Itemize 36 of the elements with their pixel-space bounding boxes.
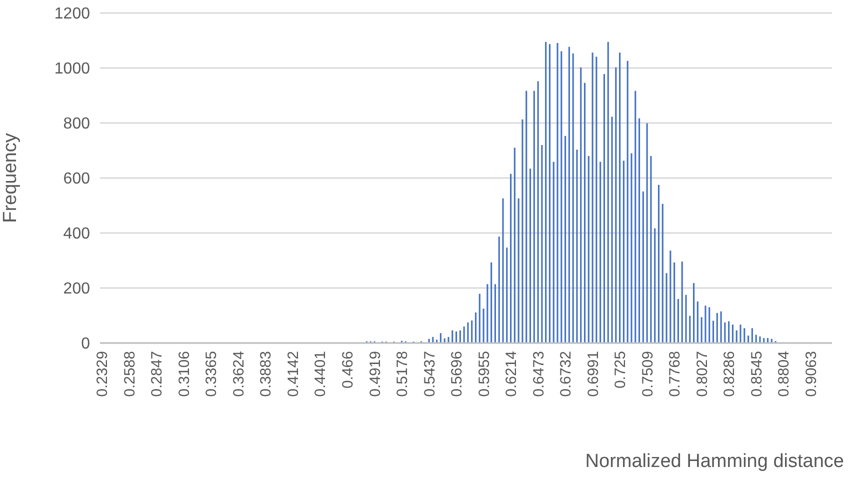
x-tick-label: 0.2847 [148,351,166,397]
x-tick-label: 0.8545 [748,351,766,397]
x-tick-label: 0.6732 [558,351,575,397]
x-tick-label: 0.9063 [802,351,820,397]
x-tick-label: 0.3106 [176,351,193,397]
x-tick-label: 0.8804 [776,351,793,397]
x-tick-label: 0.725 [612,351,630,389]
x-tick-label: 0.4919 [366,351,384,397]
x-axis-title: Normalized Hamming distance [585,451,844,472]
x-tick-label: 0.6473 [530,351,548,397]
x-tick-label: 0.7768 [666,351,684,397]
y-tick-label: 0 [81,336,90,353]
x-tick-label: 0.466 [339,351,356,389]
x-tick-label: 0.5437 [421,351,438,397]
x-tick-label: 0.4142 [284,351,302,397]
y-tick-label: 1000 [54,60,90,78]
x-tick-label: 0.4401 [312,351,330,397]
x-tick-label: 0.6991 [584,351,602,397]
x-tick-label: 0.2329 [94,351,112,397]
x-tick-label: 0.8286 [721,351,738,397]
y-tick-label: 400 [63,226,90,243]
x-tick-label: 0.5178 [394,351,412,397]
y-tick-label: 800 [63,116,90,133]
x-tick-label: 0.5955 [476,351,493,397]
y-axis-title: Frequency [0,132,21,223]
x-tick-label: 0.7509 [639,351,656,397]
x-tick-label: 0.8027 [694,351,711,397]
x-tick-label: 0.3624 [230,351,248,397]
x-tick-label: 0.3365 [203,351,220,397]
y-tick-label: 1200 [54,6,90,23]
x-tick-label: 0.6214 [503,351,520,397]
y-tick-label: 200 [63,280,90,298]
x-tick-label: 0.3883 [258,351,275,397]
x-tick-label: 0.2588 [121,351,138,397]
x-tick-label: 0.5696 [448,351,466,397]
y-tick-label: 600 [63,170,90,188]
